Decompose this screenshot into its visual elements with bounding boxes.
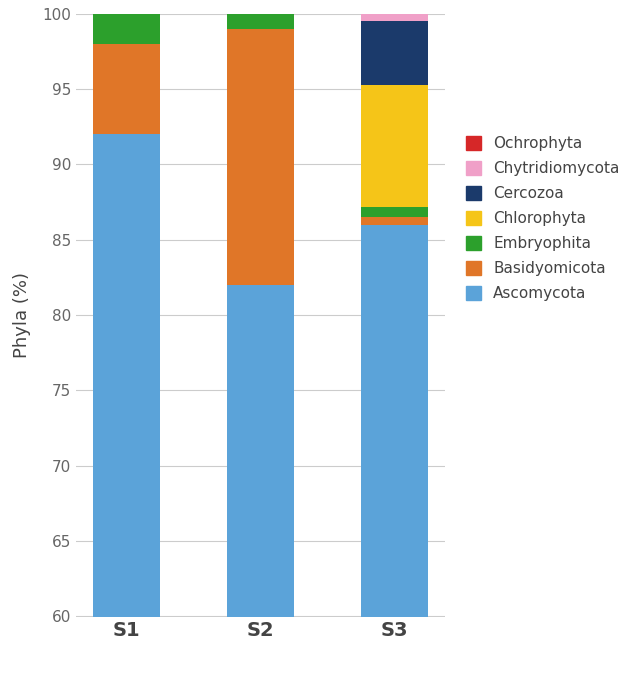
- Bar: [93, 44, 160, 134]
- Bar: [227, 14, 294, 29]
- Bar: [361, 3, 428, 11]
- Bar: [361, 21, 428, 84]
- Bar: [227, 29, 294, 285]
- Bar: [361, 225, 428, 685]
- Bar: [361, 207, 428, 217]
- Bar: [361, 217, 428, 225]
- Bar: [361, 84, 428, 207]
- Bar: [227, 285, 294, 685]
- Bar: [361, 11, 428, 21]
- Bar: [93, 134, 160, 685]
- Bar: [93, 14, 160, 44]
- Legend: Ochrophyta, Chytridiomycota, Cercozoa, Chlorophyta, Embryophita, Basidyomicota, : Ochrophyta, Chytridiomycota, Cercozoa, C…: [460, 130, 625, 307]
- Y-axis label: Phyla (%): Phyla (%): [13, 272, 31, 358]
